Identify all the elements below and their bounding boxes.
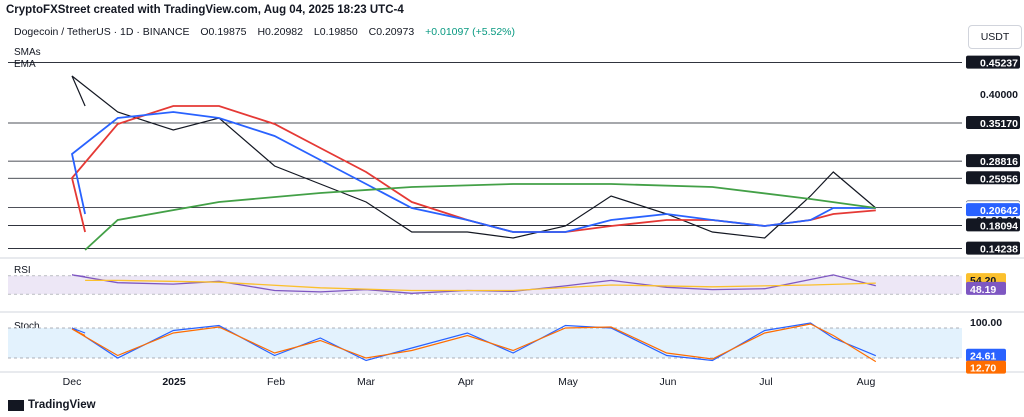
price-label-bg: [966, 171, 1020, 185]
time-axis-label: Apr: [458, 376, 475, 388]
stoch-pane: [8, 322, 962, 363]
time-axis-label: 2025: [162, 376, 186, 388]
smas-legend[interactable]: SMAs: [14, 47, 41, 58]
price-label-bg: [966, 218, 1020, 232]
stoch-scale-label: 12.70: [970, 363, 996, 375]
symbol-legend: Dogecoin / TetherUS · 1D · BINANCE O0.19…: [14, 26, 523, 38]
time-axis-label: Jun: [660, 376, 677, 388]
price-change: +0.01097 (+5.52%): [425, 26, 515, 38]
ohlc-high: H0.20982: [257, 26, 303, 38]
time-axis-label: Mar: [357, 376, 376, 388]
attribution-text: CryptoFXStreet created with TradingView.…: [6, 4, 404, 16]
stoch-label-bg: [966, 360, 1006, 374]
time-axis-label: Dec: [63, 376, 82, 388]
ohlc-close: C0.20973: [368, 26, 415, 38]
logo-text: TradingView: [28, 399, 96, 411]
rsi-signal-line: [85, 279, 876, 292]
price-pane: [8, 62, 962, 251]
price-label-bg: [966, 154, 1020, 168]
stoch-legend[interactable]: Stoch: [14, 321, 40, 332]
price-scale-label: 0.25956: [980, 173, 1018, 185]
stoch-label-bg: [966, 348, 1006, 362]
price-scale-label: 0.40000: [980, 89, 1018, 101]
price-scale-label: 0.14238: [980, 244, 1018, 256]
rsi-label-bg: [966, 281, 1006, 295]
tradingview-logo: TradingView: [8, 399, 96, 411]
price-scale-label: 0.45237: [980, 58, 1018, 70]
price-scale-label: 0.18094: [980, 220, 1018, 232]
stoch-d-line: [71, 323, 877, 363]
symbol-name[interactable]: Dogecoin / TetherUS · 1D · BINANCE: [14, 26, 190, 38]
tradingview-logo-icon: [8, 399, 24, 411]
rsi-pane: [8, 274, 962, 295]
rsi-scale-label: 48.19: [970, 284, 996, 296]
price-label-bg: [966, 115, 1020, 129]
rsi-legend[interactable]: RSI: [14, 265, 31, 276]
stoch-k-line: [71, 322, 877, 362]
price-label-bg: [966, 203, 1020, 217]
ema-legend[interactable]: EMA: [14, 59, 36, 70]
price-scale-label: 0.28816: [980, 156, 1018, 168]
axis-layer: 0.452370.400000.351700.288160.259560.210…: [63, 55, 1020, 388]
price-label-bg: [966, 241, 1020, 255]
time-axis-label: Feb: [267, 376, 285, 388]
stoch-scale-label: 100.00: [970, 317, 1002, 329]
time-axis-label: Aug: [857, 376, 876, 388]
stoch-scale-label: 24.61: [970, 351, 996, 363]
ohlc-open: O0.19875: [200, 26, 247, 38]
time-axis-label: Jul: [759, 376, 772, 388]
currency-button[interactable]: USDT: [968, 25, 1022, 49]
stoch-band: [8, 328, 962, 358]
price-scale-label: 0.35170: [980, 118, 1018, 130]
time-axis-label: May: [558, 376, 579, 388]
price-line: [71, 75, 877, 239]
sma-long-line: [84, 183, 876, 251]
price-scale-label: 0.20642: [980, 205, 1018, 217]
grid-layer: [0, 257, 1024, 373]
sma-line: [71, 111, 876, 233]
price-label-bg: [966, 55, 1020, 69]
ohlc-low: L0.19850: [313, 26, 358, 38]
